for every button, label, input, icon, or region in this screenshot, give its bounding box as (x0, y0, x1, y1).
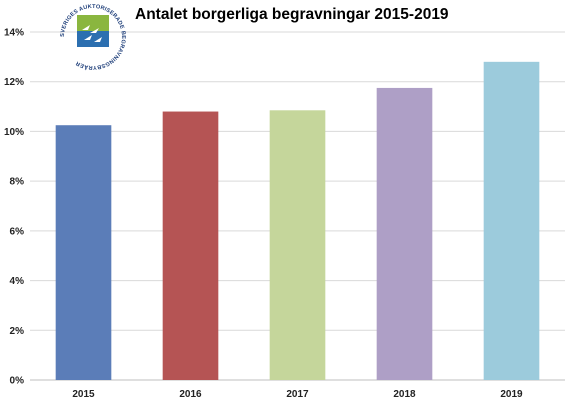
y-tick-label: 6% (10, 226, 25, 237)
bar-2017 (269, 110, 326, 381)
bar-2016 (162, 111, 219, 381)
x-tick-label: 2015 (72, 389, 95, 400)
y-tick-label: 10% (4, 127, 24, 138)
y-tick-label: 12% (4, 77, 24, 88)
bar-2015 (55, 125, 112, 380)
x-tick-label: 2016 (179, 389, 202, 400)
x-tick-label: 2017 (286, 389, 309, 400)
bar-2018 (376, 87, 433, 380)
x-tick-label: 2019 (500, 389, 523, 400)
y-tick-label: 0% (10, 376, 25, 387)
y-tick-label: 8% (10, 177, 25, 188)
logo-green-square (77, 15, 109, 31)
y-tick-label: 4% (10, 276, 25, 287)
logo-blue-square (77, 31, 109, 47)
y-tick-label: 14% (4, 28, 24, 39)
chart-title: Antalet borgerliga begravningar 2015-201… (135, 6, 449, 23)
bar-2019 (483, 61, 540, 380)
bird-icon (82, 25, 102, 42)
y-tick-label: 2% (10, 326, 25, 337)
association-logo: SVERIGES AUKTORISERADE BEGRAVNINGSBYRÅER (60, 4, 126, 71)
x-tick-label: 2018 (393, 389, 416, 400)
